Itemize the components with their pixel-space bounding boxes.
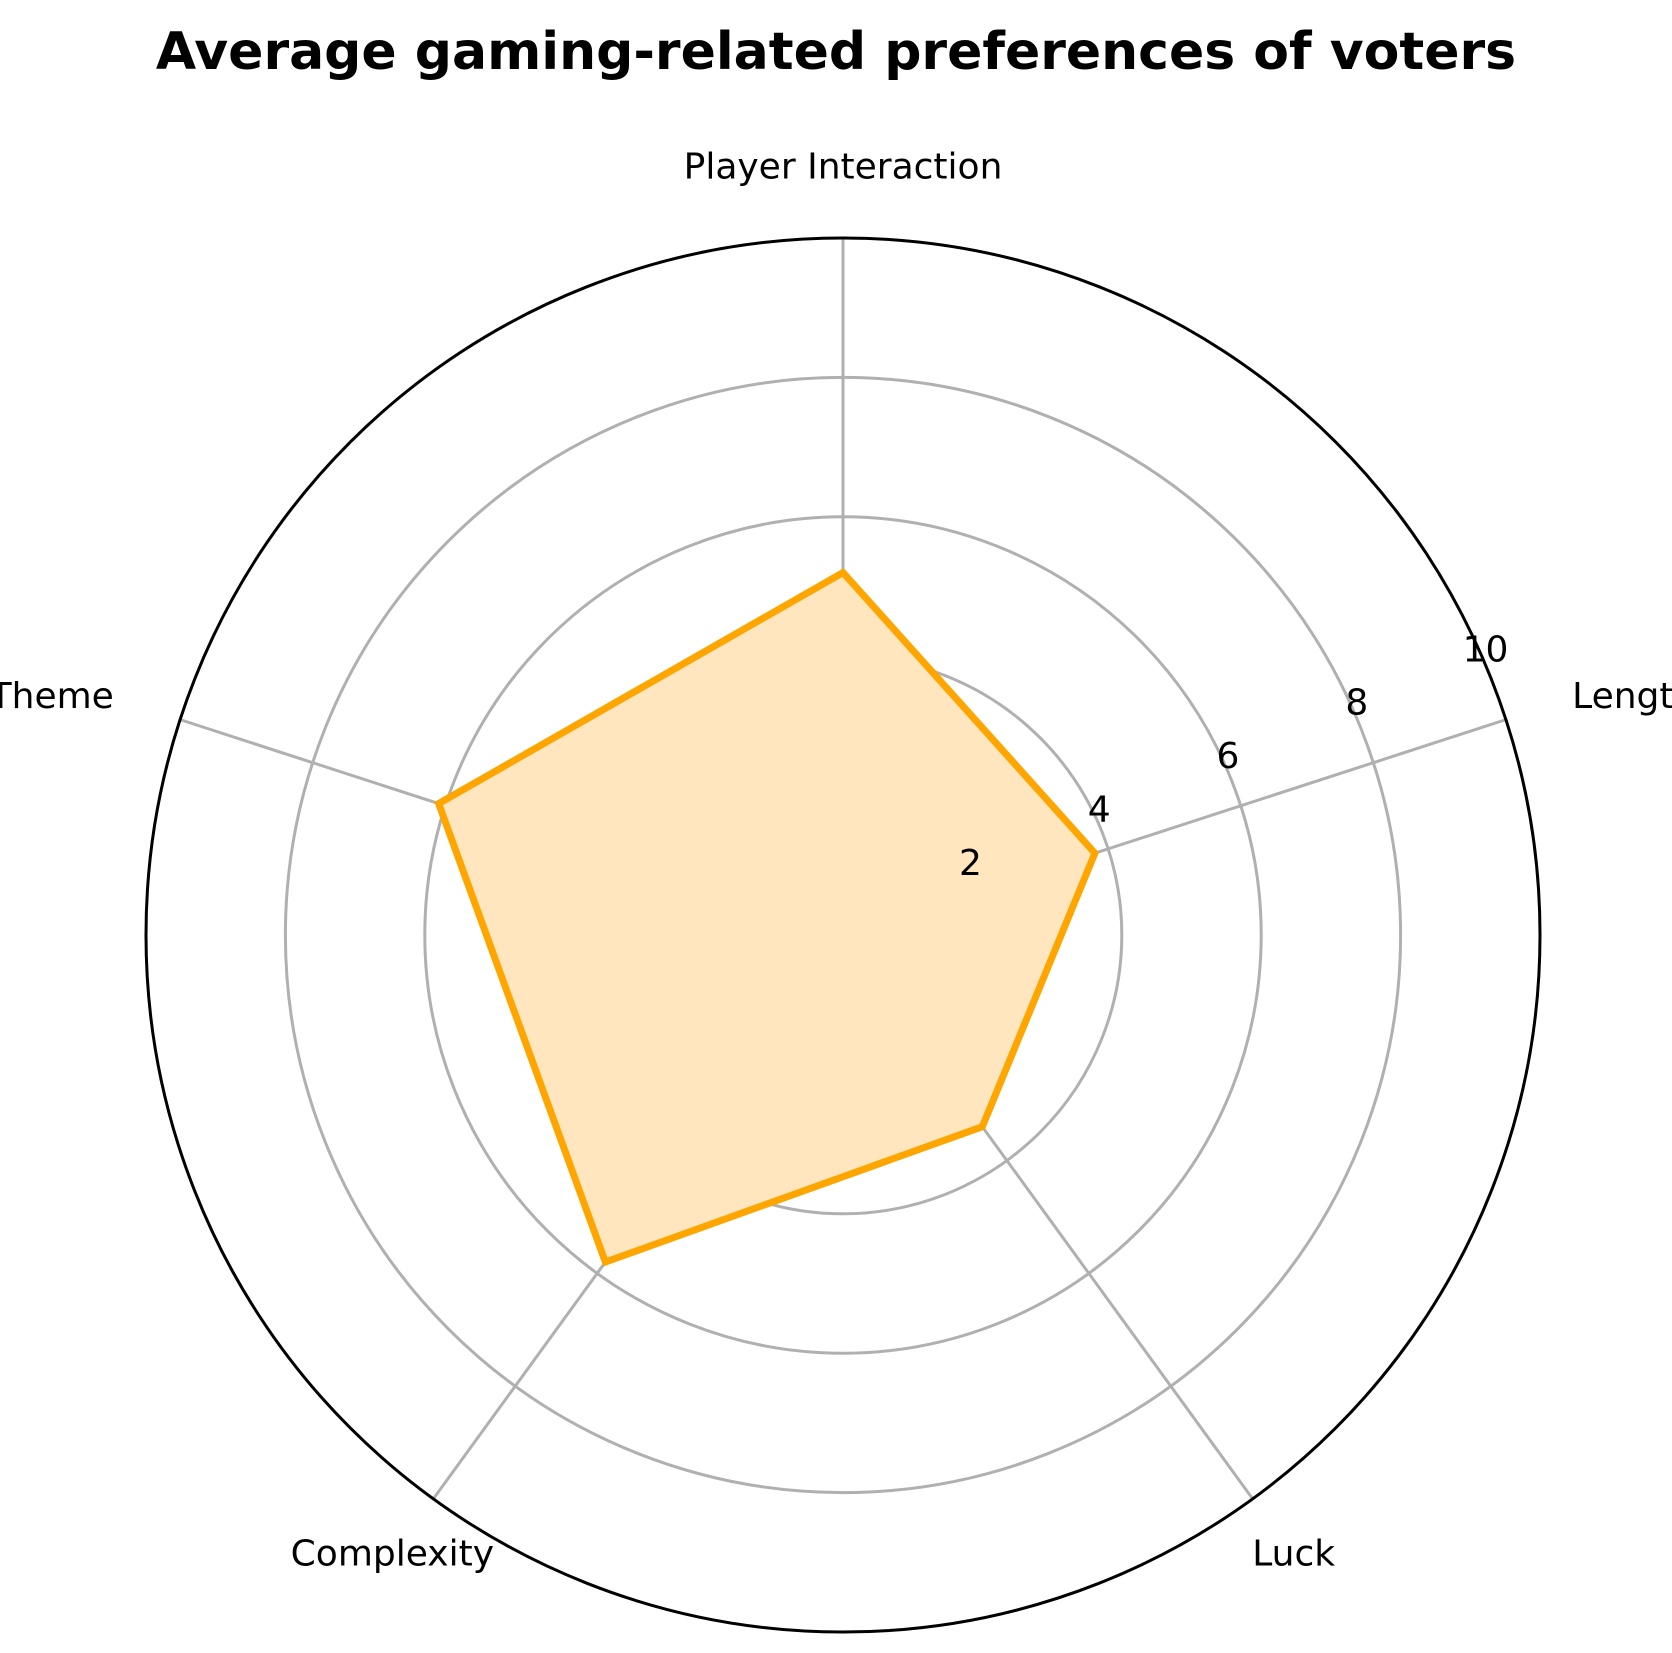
category-label-4: Theme bbox=[0, 676, 114, 717]
category-label-3: Complexity bbox=[291, 1533, 494, 1574]
r-tick-label-2: 2 bbox=[959, 843, 982, 884]
r-tick-label-4: 4 bbox=[1088, 789, 1111, 830]
label-layer: Player Interaction Length Luck Complexity Th… bbox=[0, 146, 1672, 1574]
r-tick-label-10: 10 bbox=[1463, 629, 1509, 670]
series-area bbox=[438, 572, 1095, 1263]
category-label-0: Player Interaction bbox=[684, 146, 1003, 187]
series-layer bbox=[434, 568, 1099, 1267]
category-label-1: Length bbox=[1572, 676, 1672, 717]
category-label-2: Luck bbox=[1252, 1533, 1335, 1574]
r-tick-label-6: 6 bbox=[1217, 736, 1240, 777]
frame-layer bbox=[144, 236, 1542, 1634]
outer-frame bbox=[144, 236, 1542, 1634]
chart-title: Average gaming-related preferences of vo… bbox=[155, 22, 1517, 82]
series-line bbox=[434, 568, 1099, 1267]
r-tick-label-8: 8 bbox=[1345, 683, 1368, 724]
